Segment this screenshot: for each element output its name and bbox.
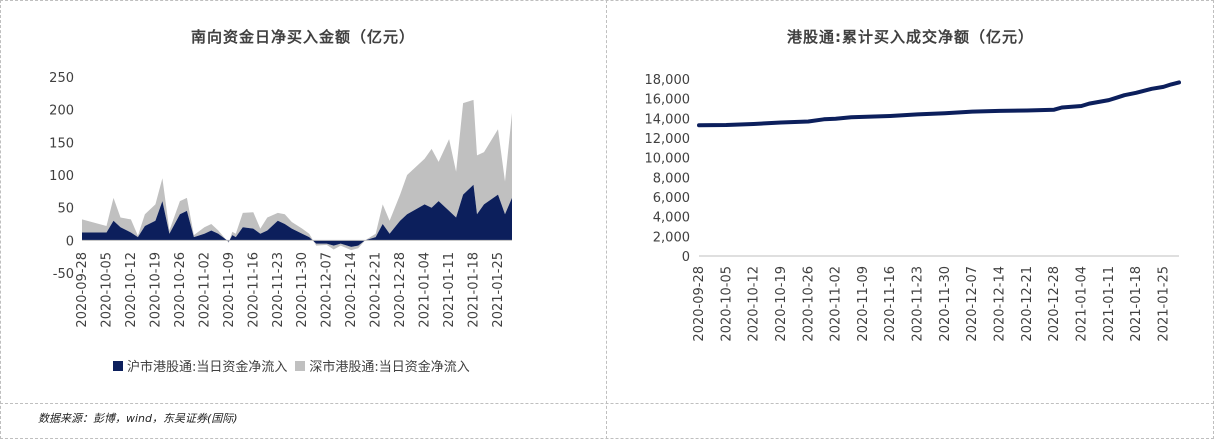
- right-y-tick-label: 16,000: [645, 93, 691, 108]
- left-y-tick-label: -50: [53, 267, 74, 282]
- left-x-tick-label: 2021-01-25: [491, 252, 506, 328]
- left-x-tick-label: 2021-01-11: [442, 252, 457, 328]
- left-x-tick-label: 2020-09-28: [75, 252, 90, 328]
- left-x-tick-label: 2020-10-05: [100, 252, 115, 328]
- left-y-tick-label: 0: [66, 234, 74, 249]
- right-x-tick-label: 2020-12-21: [1020, 266, 1035, 342]
- left-x-tick-label: 2020-10-26: [173, 252, 188, 328]
- left-x-tick-label: 2020-12-28: [393, 252, 408, 328]
- left-y-tick-label: 150: [49, 136, 74, 151]
- left-x-tick-label: 2020-10-12: [124, 252, 139, 328]
- right-x-tick-label: 2020-10-26: [801, 266, 816, 342]
- right-x-tick-label: 2021-01-25: [1156, 266, 1171, 342]
- right-x-tick-label: 2021-01-18: [1129, 266, 1144, 342]
- right-x-tick-label: 2020-11-30: [938, 266, 953, 342]
- right-x-tick-label: 2020-10-19: [774, 266, 789, 342]
- left-x-tick-label: 2020-11-02: [197, 252, 212, 328]
- source-note: 数据来源：彭博，wind，东吴证券(国际): [38, 412, 238, 425]
- left-x-tick-label: 2020-11-16: [246, 252, 261, 328]
- legend-label-sh: 沪市港股通:当日资金净流入: [127, 360, 288, 375]
- right-y-tick-label: 18,000: [645, 73, 691, 88]
- right-y-tick-label: 0: [682, 250, 690, 265]
- left-chart-legend: 沪市港股通:当日资金净流入 深市港股通:当日资金净流入: [113, 356, 470, 375]
- left-x-tick-label: 2020-12-14: [344, 252, 359, 328]
- left-chart-panel: 南向资金日净买入金额（亿元） -50 0 50 100 150 200 250 2020-09…: [0, 0, 606, 403]
- right-y-tick-label: 14,000: [645, 112, 691, 127]
- right-y-tick-label: 8,000: [653, 171, 690, 186]
- series-area-sh: [82, 184, 512, 247]
- right-x-tick-label: 2020-12-28: [1047, 266, 1062, 342]
- series-area-sz: [82, 99, 512, 251]
- right-x-tick-label: 2020-09-28: [692, 266, 707, 342]
- right-y-tick-label: 2,000: [653, 230, 690, 245]
- left-x-tick-label: 2020-12-07: [320, 252, 335, 328]
- panel-divider: [606, 0, 607, 439]
- legend-label-sz: 深市港股通:当日资金净流入: [309, 360, 470, 375]
- left-x-tick-label: 2020-10-19: [148, 252, 163, 328]
- footer-divider: [0, 403, 1214, 404]
- right-x-tick-label: 2020-10-05: [719, 266, 734, 342]
- left-y-tick-label: 100: [49, 169, 74, 184]
- right-x-tick-label: 2020-12-07: [965, 266, 980, 342]
- right-y-tick-label: 6,000: [653, 191, 690, 206]
- left-x-tick-label: 2020-11-23: [271, 252, 286, 328]
- right-chart-title: 港股通:累计买入成交净额（亿元）: [786, 28, 1034, 46]
- right-x-tick-label: 2021-01-04: [1074, 266, 1089, 342]
- left-x-tick-label: 2021-01-18: [467, 252, 482, 328]
- legend-swatch-sz: [295, 360, 306, 371]
- left-y-tick-label: 250: [49, 71, 74, 86]
- right-y-tick-label: 4,000: [653, 211, 690, 226]
- right-x-tick-label: 2020-11-02: [829, 266, 844, 342]
- left-y-tick-label: 50: [57, 202, 74, 217]
- right-chart-panel: 港股通:累计买入成交净额（亿元） 0 2,000 4,000 6,000 8,000 10…: [607, 0, 1214, 403]
- right-x-tick-label: 2021-01-11: [1102, 266, 1117, 342]
- right-x-tick-label: 2020-11-23: [911, 266, 926, 342]
- right-y-tick-label: 10,000: [645, 152, 691, 167]
- right-x-tick-label: 2020-10-12: [747, 266, 762, 342]
- series-line-cumulative: [697, 80, 1181, 128]
- right-x-tick-label: 2020-11-09: [856, 266, 871, 342]
- legend-swatch-sh: [113, 360, 123, 371]
- left-x-tick-label: 2020-11-09: [222, 252, 237, 328]
- right-chart-svg: 0 2,000 4,000 6,000 8,000 10,000 12,000 14,000 1…: [645, 73, 1181, 342]
- left-x-tick-label: 2020-12-21: [369, 252, 384, 328]
- left-x-tick-label: 2021-01-04: [418, 252, 433, 328]
- right-x-tick-label: 2020-12-14: [993, 266, 1008, 342]
- left-y-tick-label: 200: [49, 104, 74, 119]
- right-y-tick-label: 12,000: [645, 132, 691, 147]
- left-x-tick-label: 2020-11-30: [295, 252, 310, 328]
- left-chart-svg: -50 0 50 100 150 200 250 2020-09-28 2020-10-05 20…: [49, 71, 512, 328]
- right-x-tick-label: 2020-11-16: [883, 266, 898, 342]
- left-chart-title: 南向资金日净买入金额（亿元）: [190, 28, 415, 46]
